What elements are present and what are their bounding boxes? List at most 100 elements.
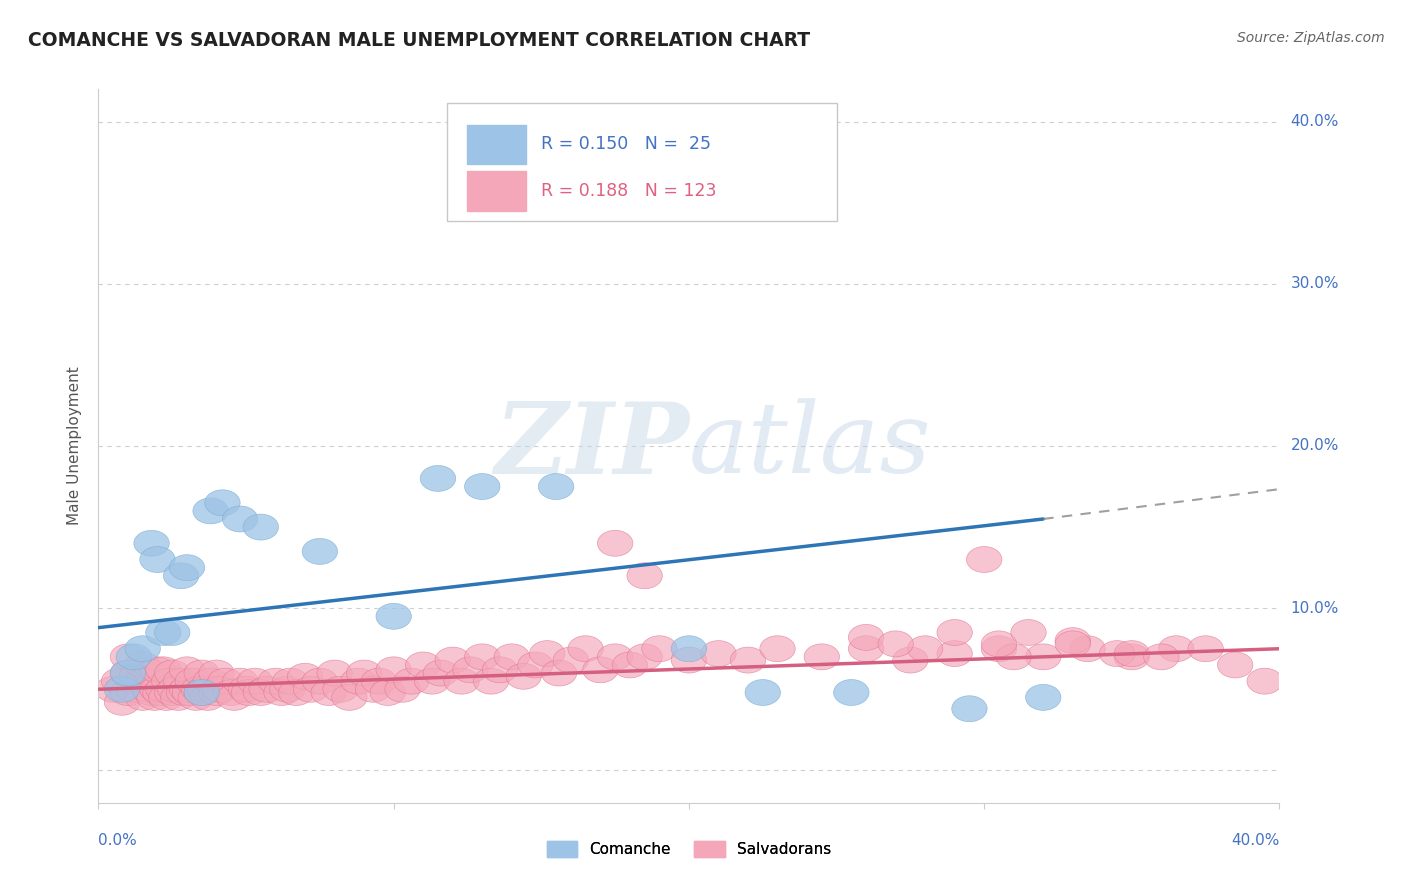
Ellipse shape (169, 555, 205, 581)
Ellipse shape (877, 631, 914, 657)
Ellipse shape (187, 676, 222, 702)
Ellipse shape (264, 680, 299, 706)
Ellipse shape (152, 668, 187, 694)
Legend: Comanche, Salvadorans: Comanche, Salvadorans (541, 835, 837, 863)
Ellipse shape (125, 668, 160, 694)
Ellipse shape (155, 680, 190, 706)
Ellipse shape (936, 620, 973, 646)
Ellipse shape (117, 676, 152, 702)
Ellipse shape (302, 539, 337, 565)
Ellipse shape (157, 676, 193, 702)
Ellipse shape (104, 676, 139, 702)
Ellipse shape (759, 636, 796, 662)
Ellipse shape (222, 668, 257, 694)
Ellipse shape (193, 668, 228, 694)
Ellipse shape (316, 660, 353, 686)
Ellipse shape (464, 644, 501, 670)
Ellipse shape (243, 680, 278, 706)
Ellipse shape (110, 680, 146, 706)
Text: 30.0%: 30.0% (1291, 277, 1339, 292)
Ellipse shape (671, 636, 707, 662)
Ellipse shape (434, 647, 471, 673)
Text: 40.0%: 40.0% (1291, 114, 1339, 129)
Ellipse shape (893, 647, 928, 673)
Text: 10.0%: 10.0% (1291, 600, 1339, 615)
Ellipse shape (444, 668, 479, 694)
Ellipse shape (110, 644, 146, 670)
Ellipse shape (104, 690, 139, 715)
Ellipse shape (184, 680, 219, 706)
Ellipse shape (134, 660, 169, 686)
Ellipse shape (804, 644, 839, 670)
Ellipse shape (302, 668, 337, 694)
Ellipse shape (243, 514, 278, 540)
Ellipse shape (311, 680, 346, 706)
Text: Source: ZipAtlas.com: Source: ZipAtlas.com (1237, 31, 1385, 45)
Ellipse shape (190, 684, 225, 710)
Ellipse shape (146, 676, 181, 702)
Ellipse shape (131, 676, 166, 702)
Ellipse shape (1247, 668, 1282, 694)
Ellipse shape (273, 668, 308, 694)
Ellipse shape (146, 657, 181, 682)
Ellipse shape (294, 676, 329, 702)
Ellipse shape (995, 644, 1032, 670)
Ellipse shape (232, 680, 267, 706)
Ellipse shape (139, 676, 176, 702)
Ellipse shape (143, 680, 179, 706)
Ellipse shape (848, 636, 884, 662)
Ellipse shape (134, 531, 169, 557)
Ellipse shape (700, 640, 737, 666)
Ellipse shape (627, 563, 662, 589)
Ellipse shape (176, 668, 211, 694)
Ellipse shape (136, 684, 173, 710)
Ellipse shape (214, 680, 249, 706)
Ellipse shape (155, 660, 190, 686)
Ellipse shape (541, 660, 576, 686)
Ellipse shape (287, 664, 323, 690)
Ellipse shape (166, 680, 202, 706)
Ellipse shape (981, 631, 1017, 657)
Ellipse shape (1188, 636, 1223, 662)
Ellipse shape (394, 668, 429, 694)
Ellipse shape (745, 680, 780, 706)
Ellipse shape (420, 466, 456, 491)
Ellipse shape (598, 531, 633, 557)
FancyBboxPatch shape (467, 171, 526, 211)
Ellipse shape (453, 657, 488, 682)
Ellipse shape (101, 668, 136, 694)
Ellipse shape (222, 506, 257, 532)
Ellipse shape (1025, 644, 1062, 670)
Ellipse shape (205, 490, 240, 516)
Ellipse shape (538, 474, 574, 500)
Ellipse shape (356, 676, 391, 702)
Ellipse shape (1011, 620, 1046, 646)
Ellipse shape (193, 498, 228, 524)
Ellipse shape (1054, 631, 1091, 657)
Ellipse shape (181, 676, 217, 702)
Ellipse shape (361, 668, 396, 694)
Ellipse shape (598, 644, 633, 670)
Ellipse shape (169, 657, 205, 682)
Text: R = 0.150   N =  25: R = 0.150 N = 25 (541, 136, 711, 153)
Ellipse shape (139, 657, 176, 682)
Ellipse shape (163, 563, 198, 589)
Ellipse shape (530, 640, 565, 666)
Ellipse shape (627, 644, 662, 670)
Ellipse shape (405, 652, 441, 678)
Ellipse shape (1114, 644, 1150, 670)
Ellipse shape (1099, 640, 1135, 666)
Ellipse shape (482, 657, 517, 682)
Ellipse shape (1025, 684, 1062, 710)
Ellipse shape (474, 668, 509, 694)
Y-axis label: Male Unemployment: Male Unemployment (67, 367, 83, 525)
Ellipse shape (278, 680, 314, 706)
Ellipse shape (134, 680, 169, 706)
Ellipse shape (1218, 652, 1253, 678)
Ellipse shape (217, 684, 252, 710)
Ellipse shape (848, 624, 884, 650)
Text: 20.0%: 20.0% (1291, 439, 1339, 453)
Ellipse shape (1114, 640, 1150, 666)
Ellipse shape (120, 664, 155, 690)
Ellipse shape (375, 603, 412, 629)
